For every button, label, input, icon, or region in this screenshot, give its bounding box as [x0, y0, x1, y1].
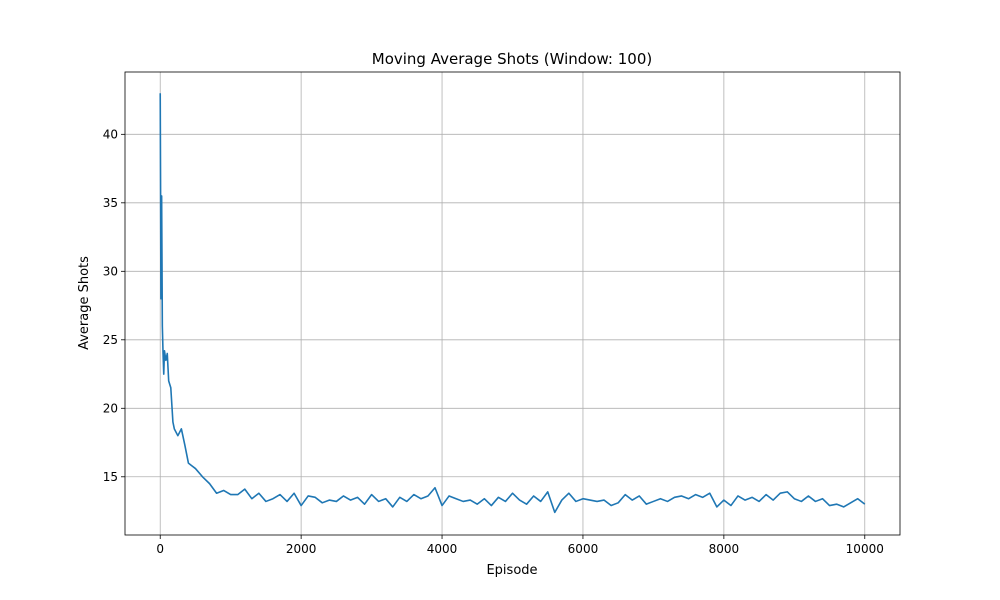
x-tick-label: 4000	[427, 542, 458, 556]
axes-frame	[124, 71, 901, 536]
ticks: 0 2000 4000 6000 8000 10000 15 20 25 30 35 40	[103, 127, 884, 556]
y-tick-label: 40	[103, 127, 118, 141]
x-axis-label: Episode	[486, 563, 537, 578]
x-tick-label: 8000	[709, 542, 740, 556]
x-tick-label: 6000	[568, 542, 599, 556]
x-tick-label: 10000	[846, 542, 884, 556]
data-line	[159, 93, 866, 514]
y-tick-label: 20	[103, 401, 118, 415]
y-tick-label: 35	[103, 196, 118, 210]
plot-area	[159, 93, 866, 514]
y-axis-label: Average Shots	[77, 256, 92, 350]
y-tick-label: 25	[103, 333, 118, 347]
grid	[125, 72, 900, 535]
y-tick-label: 30	[103, 264, 118, 278]
x-tick-label: 0	[156, 542, 164, 556]
x-tick-label: 2000	[286, 542, 317, 556]
y-tick-label: 15	[103, 470, 118, 484]
chart-title: Moving Average Shots (Window: 100)	[372, 50, 652, 68]
